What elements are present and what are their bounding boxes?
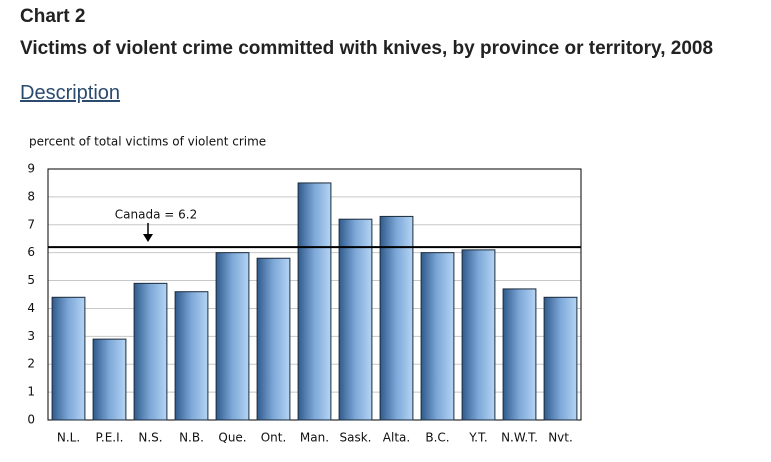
bar — [174, 291, 209, 421]
bar — [133, 282, 168, 421]
x-tick-label: B.C. — [425, 431, 449, 445]
y-tick-label: 1 — [27, 385, 35, 399]
x-tick-label: Que. — [218, 431, 246, 445]
chart-label: Chart 2 — [20, 6, 86, 27]
bar — [379, 215, 414, 421]
bar — [92, 338, 127, 421]
bar — [461, 249, 496, 421]
bar — [420, 252, 455, 421]
chart-title: Victims of violent crime committed with … — [20, 38, 714, 59]
bar — [215, 252, 250, 421]
y-tick-label: 6 — [27, 245, 35, 259]
y-tick-label: 9 — [27, 162, 35, 176]
x-tick-label: N.B. — [179, 431, 204, 445]
description-link[interactable]: Description — [20, 82, 121, 104]
x-tick-label: Sask. — [340, 431, 372, 445]
bar — [338, 218, 373, 421]
bar — [256, 257, 291, 421]
bar — [543, 296, 578, 421]
y-tick-label: 4 — [27, 301, 35, 315]
bar — [502, 288, 537, 421]
y-tick-label: 2 — [27, 357, 35, 371]
x-tick-label: Nvt. — [548, 431, 573, 445]
y-tick-label: 5 — [27, 273, 35, 287]
reference-arrowhead — [143, 234, 153, 242]
y-tick-label: 7 — [27, 217, 35, 231]
y-axis-label: percent of total victims of violent crim… — [29, 135, 266, 149]
x-tick-label: Man. — [300, 431, 329, 445]
x-tick-label: P.E.I. — [96, 431, 124, 445]
y-tick-label: 0 — [27, 413, 35, 427]
x-tick-label: Y.T. — [468, 431, 487, 445]
x-tick-label: Alta. — [383, 431, 410, 445]
x-tick-label: Ont. — [261, 431, 287, 445]
bar — [51, 296, 86, 421]
bar — [297, 182, 332, 421]
y-tick-label: 8 — [27, 189, 35, 203]
y-tick-label: 3 — [27, 329, 35, 343]
x-tick-label: N.S. — [138, 431, 162, 445]
x-tick-label: N.W.T. — [501, 431, 538, 445]
x-tick-label: N.L. — [57, 431, 80, 445]
reference-label: Canada = 6.2 — [115, 208, 197, 222]
